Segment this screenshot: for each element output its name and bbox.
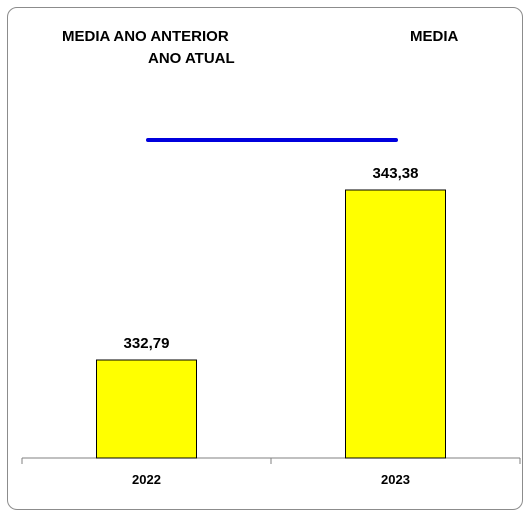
bar-2022 <box>96 359 197 459</box>
data-label-2023: 343,38 <box>373 165 419 182</box>
data-label-2022: 332,79 <box>124 335 170 352</box>
legend-entry-media: MEDIA <box>410 28 459 45</box>
x-tick-label-2023: 2023 <box>381 472 410 487</box>
bar-2023 <box>345 189 446 459</box>
legend-entry-ano-atual: ANO ATUAL <box>148 50 235 67</box>
legend-entry-media-ano-anterior: MEDIA ANO ANTERIOR <box>62 28 229 45</box>
x-tick-label-2022: 2022 <box>132 472 161 487</box>
